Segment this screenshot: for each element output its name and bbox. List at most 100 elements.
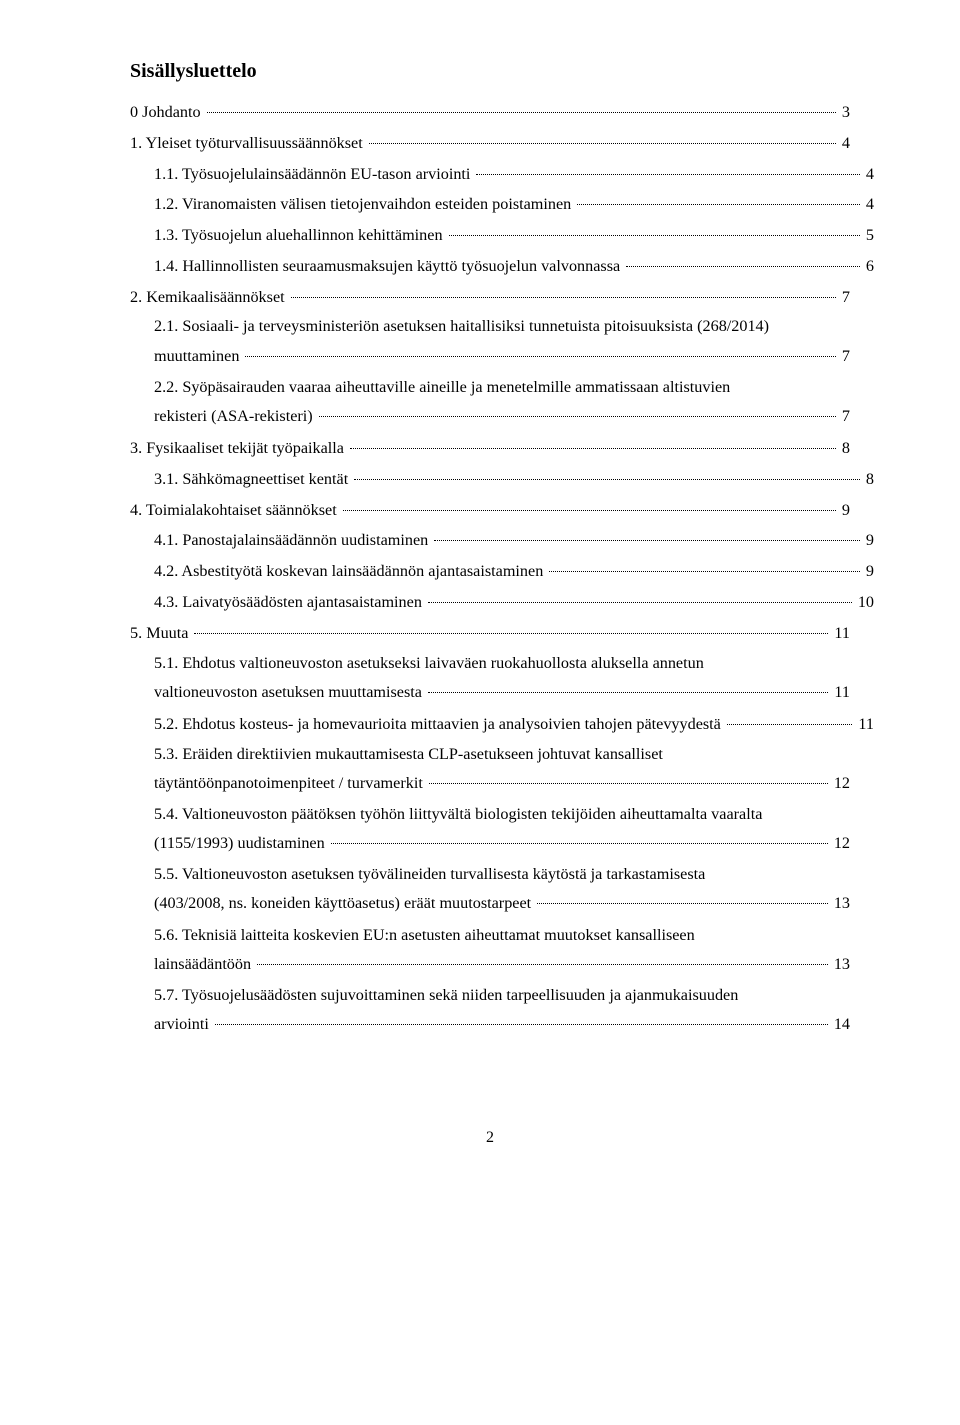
- toc-entry-label: 0 Johdanto: [130, 97, 205, 128]
- toc-entry: 4. Toimialakohtaiset säännökset 9: [130, 495, 850, 526]
- toc-entry: 2.1. Sosiaali- ja terveysministeriön ase…: [130, 312, 850, 370]
- toc-leader: [207, 112, 836, 113]
- toc-entry-page: 5: [862, 220, 874, 251]
- toc-leader: [537, 903, 828, 904]
- toc-entry-page: 13: [830, 950, 850, 979]
- toc-entry-label-line2: lainsäädäntöön: [154, 950, 255, 979]
- toc-leader: [727, 724, 853, 725]
- toc-entry-page: 7: [838, 282, 850, 313]
- toc-entry: 5.1. Ehdotus valtioneuvoston asetukseksi…: [130, 649, 850, 707]
- toc-entry-label-line2: täytäntöönpanotoimenpiteet / turvamerkit: [154, 769, 427, 798]
- toc-entry: 5. Muuta 11: [130, 618, 850, 649]
- toc-leader: [331, 843, 828, 844]
- toc-leader: [291, 297, 836, 298]
- toc-entry-label-line1: 5.7. Työsuojelusäädösten sujuvoittaminen…: [154, 981, 850, 1010]
- toc-leader: [319, 416, 836, 417]
- toc-entry-page: 7: [838, 402, 850, 431]
- toc-leader: [577, 204, 860, 205]
- toc-entry-last-row: valtioneuvoston asetuksen muuttamisesta1…: [154, 678, 850, 707]
- toc-leader: [350, 448, 836, 449]
- toc-entry-label: 1.2. Viranomaisten välisen tietojenvaihd…: [154, 189, 575, 220]
- toc-entry-label-line1: 5.5. Valtioneuvoston asetuksen työväline…: [154, 860, 850, 889]
- toc-entry-label: 3. Fysikaaliset tekijät työpaikalla: [130, 433, 348, 464]
- toc-entry-label: 4. Toimialakohtaiset säännökset: [130, 495, 341, 526]
- toc-title: Sisällysluettelo: [130, 60, 850, 83]
- toc-leader: [476, 174, 859, 175]
- toc-entry-page: 10: [854, 587, 874, 618]
- toc-entry-page: 14: [830, 1010, 850, 1039]
- toc-entry: 5.5. Valtioneuvoston asetuksen työväline…: [130, 860, 850, 918]
- toc-leader: [434, 540, 860, 541]
- toc-entry-last-row: lainsäädäntöön 13: [154, 950, 850, 979]
- toc-leader: [428, 692, 828, 693]
- toc-leader: [626, 266, 860, 267]
- toc-entry: 3. Fysikaaliset tekijät työpaikalla 8: [130, 433, 850, 464]
- toc-entry-page: 4: [862, 189, 874, 220]
- toc-leader: [429, 783, 828, 784]
- toc-entry-label: 1. Yleiset työturvallisuussäännökset: [130, 128, 367, 159]
- toc-entry-label-line2: muuttaminen: [154, 342, 243, 371]
- toc-entry: 4.1. Panostajalainsäädännön uudistaminen…: [130, 525, 874, 556]
- toc-entry: 1.4. Hallinnollisten seuraamusmaksujen k…: [130, 251, 874, 282]
- toc-leader: [343, 510, 836, 511]
- toc-entry-page: 9: [862, 525, 874, 556]
- toc-entry: 5.7. Työsuojelusäädösten sujuvoittaminen…: [130, 981, 850, 1039]
- toc-entry: 4.2. Asbestityötä koskevan lainsäädännön…: [130, 556, 874, 587]
- toc-entry-page: 11: [854, 709, 874, 740]
- toc-entry-label: 1.3. Työsuojelun aluehallinnon kehittämi…: [154, 220, 447, 251]
- toc-entry: 1.2. Viranomaisten välisen tietojenvaihd…: [130, 189, 874, 220]
- toc-entry-label: 5. Muuta: [130, 618, 192, 649]
- toc-entry-page: 8: [862, 464, 874, 495]
- toc-entry: 4.3. Laivatyösäädösten ajantasaistaminen…: [130, 587, 874, 618]
- toc-leader: [194, 633, 828, 634]
- toc-leader: [428, 602, 852, 603]
- toc-entry-label: 2. Kemikaalisäännökset: [130, 282, 289, 313]
- page-number: 2: [130, 1129, 850, 1147]
- toc-entry: 5.3. Eräiden direktiivien mukauttamisest…: [130, 740, 850, 798]
- toc-entry: 3.1. Sähkömagneettiset kentät8: [130, 464, 874, 495]
- toc-leader: [215, 1024, 828, 1025]
- toc-entry-page: 4: [838, 128, 850, 159]
- toc-entry-label-line1: 2.1. Sosiaali- ja terveysministeriön ase…: [154, 312, 850, 341]
- toc-entry-page: 13: [830, 889, 850, 918]
- toc-entry-label: 4.2. Asbestityötä koskevan lainsäädännön…: [154, 556, 547, 587]
- toc-entry-label: 1.1. Työsuojelulainsäädännön EU-tason ar…: [154, 159, 474, 190]
- toc-leader: [369, 143, 836, 144]
- toc-entry-label: 5.2. Ehdotus kosteus- ja homevaurioita m…: [154, 709, 725, 740]
- toc-entry: 1. Yleiset työturvallisuussäännökset 4: [130, 128, 850, 159]
- toc-entry-last-row: muuttaminen 7: [154, 342, 850, 371]
- toc-entry: 0 Johdanto3: [130, 97, 850, 128]
- toc-entry-label: 1.4. Hallinnollisten seuraamusmaksujen k…: [154, 251, 624, 282]
- toc-entry-page: 6: [862, 251, 874, 282]
- toc-entry: 1.1. Työsuojelulainsäädännön EU-tason ar…: [130, 159, 874, 190]
- toc-entry-label-line2: rekisteri (ASA-rekisteri): [154, 402, 317, 431]
- toc-entry-page: 8: [838, 433, 850, 464]
- toc-entry-label: 4.3. Laivatyösäädösten ajantasaistaminen: [154, 587, 426, 618]
- toc-entry: 1.3. Työsuojelun aluehallinnon kehittämi…: [130, 220, 874, 251]
- toc-entry-label-line2: (403/2008, ns. koneiden käyttöasetus) er…: [154, 889, 535, 918]
- toc-entry-label-line1: 2.2. Syöpäsairauden vaaraa aiheuttaville…: [154, 373, 850, 402]
- toc-entry-label-line1: 5.1. Ehdotus valtioneuvoston asetukseksi…: [154, 649, 850, 678]
- toc-entry-page: 7: [838, 342, 850, 371]
- document-page: Sisällysluettelo 0 Johdanto31. Yleiset t…: [0, 0, 960, 1197]
- toc-leader: [549, 571, 860, 572]
- toc-entry-label-line2: valtioneuvoston asetuksen muuttamisesta: [154, 678, 426, 707]
- toc-entry: 5.6. Teknisiä laitteita koskevien EU:n a…: [130, 921, 850, 979]
- toc-entry-page: 12: [830, 769, 850, 798]
- toc-entry-last-row: arviointi14: [154, 1010, 850, 1039]
- toc-leader: [245, 356, 835, 357]
- toc-entry-label-line1: 5.3. Eräiden direktiivien mukauttamisest…: [154, 740, 850, 769]
- toc-entry-label-line1: 5.6. Teknisiä laitteita koskevien EU:n a…: [154, 921, 850, 950]
- toc-entry-page: 12: [830, 829, 850, 858]
- toc-leader: [257, 964, 828, 965]
- toc-entry: 2. Kemikaalisäännökset 7: [130, 282, 850, 313]
- toc-entry-label-line1: 5.4. Valtioneuvoston päätöksen työhön li…: [154, 800, 850, 829]
- toc-container: 0 Johdanto31. Yleiset työturvallisuussää…: [130, 97, 850, 1039]
- toc-entry-last-row: rekisteri (ASA-rekisteri) 7: [154, 402, 850, 431]
- toc-entry-label-line2: (1155/1993) uudistaminen: [154, 829, 329, 858]
- toc-entry-last-row: (403/2008, ns. koneiden käyttöasetus) er…: [154, 889, 850, 918]
- toc-entry-page: 9: [838, 495, 850, 526]
- toc-leader: [449, 235, 860, 236]
- toc-entry-page: 11: [830, 618, 850, 649]
- toc-entry: 5.4. Valtioneuvoston päätöksen työhön li…: [130, 800, 850, 858]
